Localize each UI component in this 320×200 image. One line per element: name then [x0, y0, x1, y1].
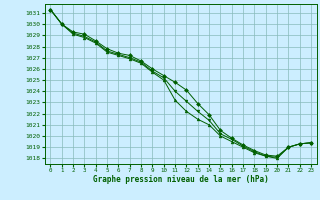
X-axis label: Graphe pression niveau de la mer (hPa): Graphe pression niveau de la mer (hPa): [93, 175, 269, 184]
